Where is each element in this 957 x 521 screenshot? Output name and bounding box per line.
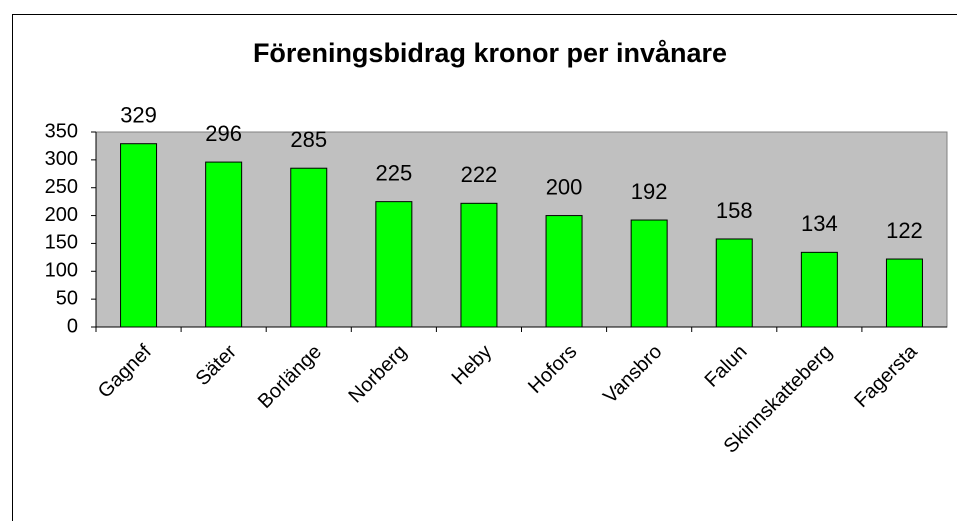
chart-title: Föreningsbidrag kronor per invånare — [253, 38, 727, 68]
bar — [800, 251, 838, 328]
x-tick-label: Borlänge — [254, 341, 326, 413]
data-label: 285 — [290, 127, 327, 152]
y-tick-label: 200 — [45, 204, 78, 226]
data-label: 158 — [716, 198, 753, 223]
y-tick-label: 350 — [45, 120, 78, 142]
bar — [715, 238, 753, 328]
y-tick-label: 50 — [56, 287, 78, 309]
bar — [290, 167, 328, 328]
y-tick-label: 0 — [67, 315, 78, 337]
x-tick-label: Vansbro — [599, 341, 666, 408]
bar — [375, 201, 413, 328]
data-label: 225 — [375, 160, 412, 185]
data-label: 134 — [801, 211, 838, 236]
bar — [885, 258, 923, 328]
data-label: 122 — [886, 218, 923, 243]
bar — [630, 219, 668, 328]
data-label: 296 — [205, 121, 242, 146]
x-tick-label: Norberg — [344, 341, 411, 408]
x-tick-label: Heby — [448, 341, 497, 390]
y-tick-label: 250 — [45, 176, 78, 198]
y-tick-label: 100 — [45, 260, 78, 282]
bar — [205, 161, 243, 328]
bar — [460, 202, 498, 328]
x-tick-label: Hofors — [524, 341, 581, 398]
y-tick-label: 150 — [45, 232, 78, 254]
x-tick-label: Falun — [701, 341, 752, 392]
y-tick-label: 300 — [45, 148, 78, 170]
data-label: 329 — [120, 103, 157, 128]
bar — [120, 143, 158, 328]
x-tick-label: Fagersta — [850, 340, 922, 412]
data-label: 200 — [546, 174, 583, 199]
x-tick-label: Gagnef — [94, 340, 156, 402]
x-tick-label: Säter — [192, 340, 242, 390]
data-label: 222 — [461, 162, 498, 187]
bar — [545, 215, 583, 328]
data-label: 192 — [631, 179, 668, 204]
